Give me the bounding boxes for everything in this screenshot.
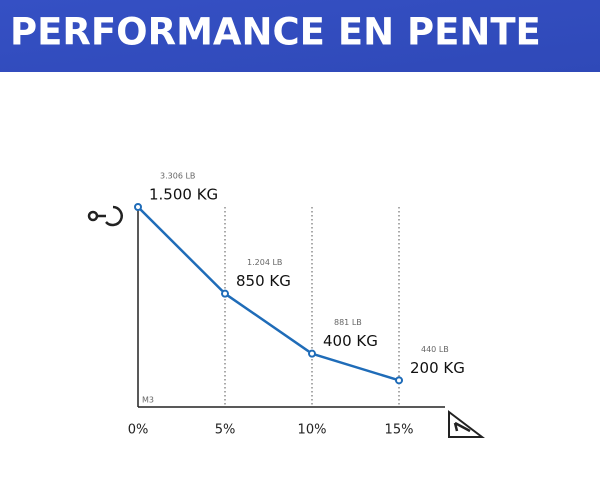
- x-tick-label: 0%: [128, 423, 149, 438]
- corner-label: M3: [142, 396, 154, 405]
- data-label: 1.500 KG: [149, 186, 218, 204]
- chart-title: PERFORMANCE EN PENTE: [10, 11, 541, 54]
- x-tick-label: 15%: [385, 423, 414, 438]
- hook-icon: [87, 205, 123, 227]
- data-label: 850 KG: [236, 272, 291, 290]
- point: [134, 203, 142, 211]
- data-label: 400 KG: [323, 332, 378, 350]
- slope-icon: [448, 409, 485, 438]
- point: [308, 349, 316, 358]
- data-label: 200 KG: [410, 359, 465, 377]
- secondary-label: 881 LB: [334, 318, 362, 327]
- title-banner: [0, 0, 600, 72]
- point: [221, 289, 229, 298]
- secondary-label: 1.204 LB: [247, 258, 282, 267]
- data-line: [137, 206, 400, 382]
- secondary-label: 3.306 LB: [160, 172, 195, 181]
- x-tick-label: 10%: [298, 423, 327, 438]
- secondary-label: 440 LB: [421, 345, 449, 354]
- point: [395, 376, 403, 385]
- x-tick-label: 5%: [215, 423, 236, 438]
